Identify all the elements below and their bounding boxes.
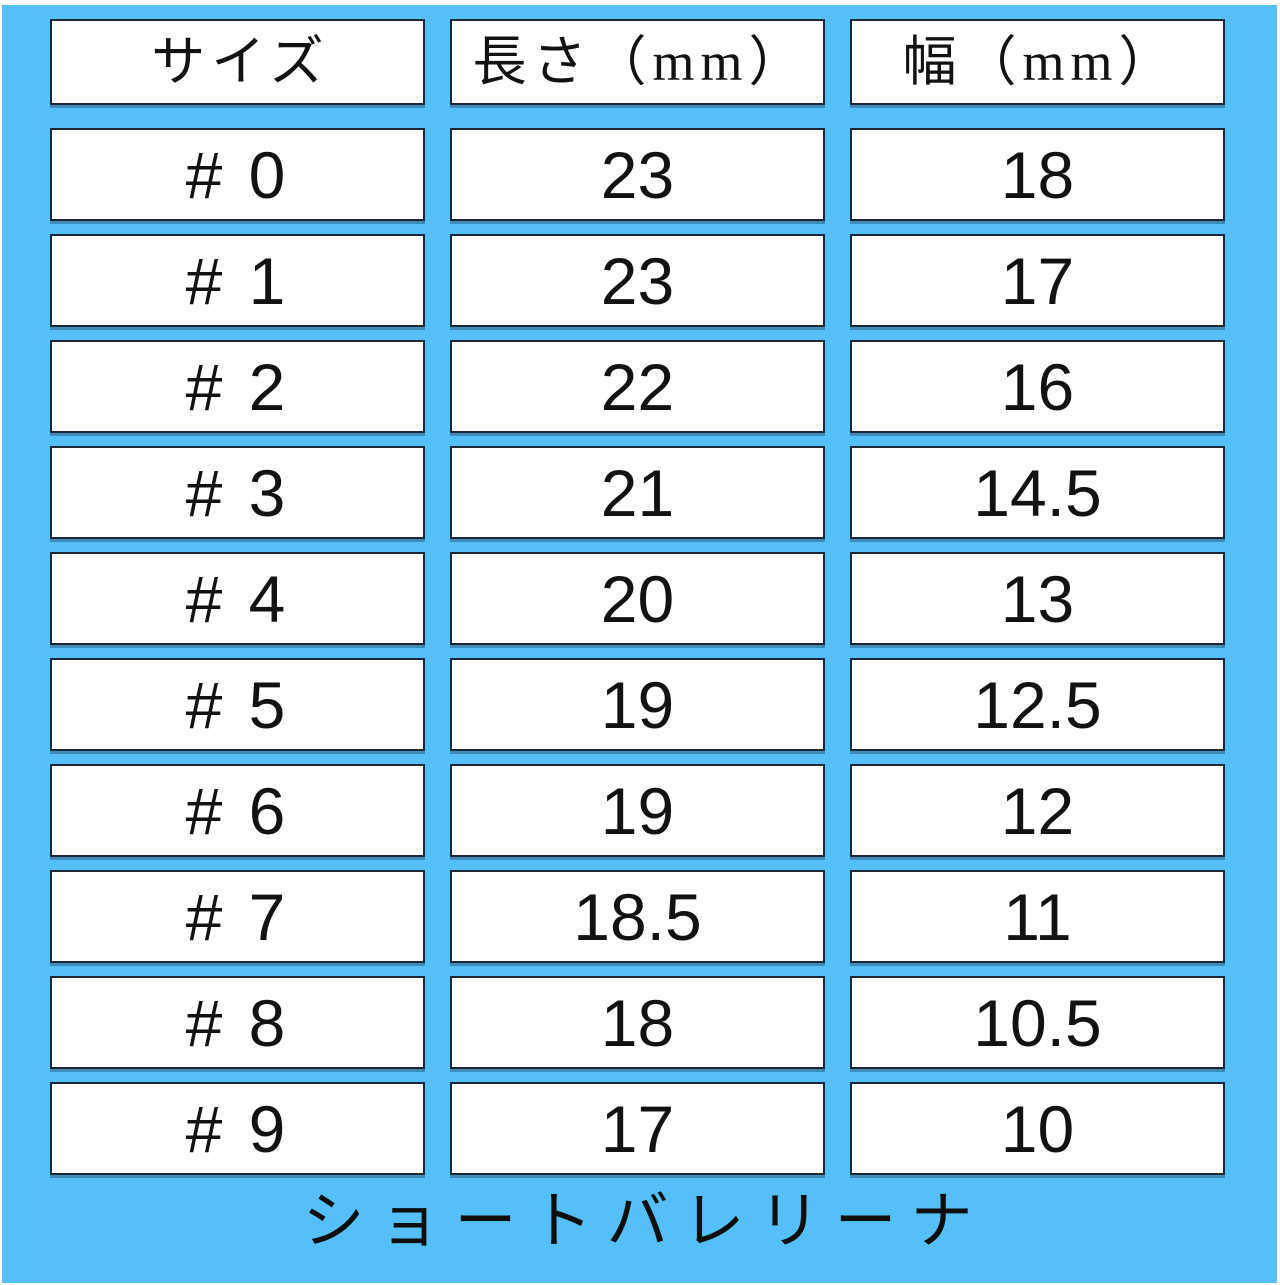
table-row: # 6 19 12	[50, 764, 1277, 857]
cell-length: 19	[450, 764, 825, 857]
cell-length: 20	[450, 552, 825, 645]
cell-length: 23	[450, 128, 825, 221]
header-cell-length: 長さ（mm）	[450, 19, 825, 105]
cell-width: 17	[850, 234, 1225, 327]
cell-width: 13	[850, 552, 1225, 645]
table-row: # 3 21 14.5	[50, 446, 1277, 539]
cell-width: 16	[850, 340, 1225, 433]
table-row: # 8 18 10.5	[50, 976, 1277, 1069]
cell-size: # 8	[50, 976, 425, 1069]
cell-width: 12	[850, 764, 1225, 857]
cell-length: 19	[450, 658, 825, 751]
table-row: # 2 22 16	[50, 340, 1277, 433]
cell-size: # 0	[50, 128, 425, 221]
cell-length: 18.5	[450, 870, 825, 963]
cell-size: # 2	[50, 340, 425, 433]
cell-width: 12.5	[850, 658, 1225, 751]
table-row: # 9 17 10	[50, 1082, 1277, 1175]
table-row: # 4 20 13	[50, 552, 1277, 645]
table-row: # 5 19 12.5	[50, 658, 1277, 751]
table-header-row: サイズ 長さ（mm） 幅（mm）	[50, 19, 1277, 105]
cell-size: # 9	[50, 1082, 425, 1175]
cell-width: 11	[850, 870, 1225, 963]
cell-width: 10	[850, 1082, 1225, 1175]
cell-size: # 3	[50, 446, 425, 539]
table-row: # 0 23 18	[50, 128, 1277, 221]
cell-length: 17	[450, 1082, 825, 1175]
table-row: # 7 18.5 11	[50, 870, 1277, 963]
cell-size: # 4	[50, 552, 425, 645]
cell-width: 18	[850, 128, 1225, 221]
cell-length: 23	[450, 234, 825, 327]
cell-length: 18	[450, 976, 825, 1069]
cell-width: 10.5	[850, 976, 1225, 1069]
header-cell-size: サイズ	[50, 19, 425, 105]
size-chart-panel: サイズ 長さ（mm） 幅（mm） # 0 23 18 # 1 23 17 # 2…	[2, 5, 1277, 1283]
chart-title: ショートバレリーナ	[302, 1187, 987, 1256]
table-row: # 1 23 17	[50, 234, 1277, 327]
cell-length: 21	[450, 446, 825, 539]
header-cell-width: 幅（mm）	[850, 19, 1225, 105]
cell-size: # 5	[50, 658, 425, 751]
cell-size: # 1	[50, 234, 425, 327]
cell-size: # 6	[50, 764, 425, 857]
cell-width: 14.5	[850, 446, 1225, 539]
cell-size: # 7	[50, 870, 425, 963]
cell-length: 22	[450, 340, 825, 433]
